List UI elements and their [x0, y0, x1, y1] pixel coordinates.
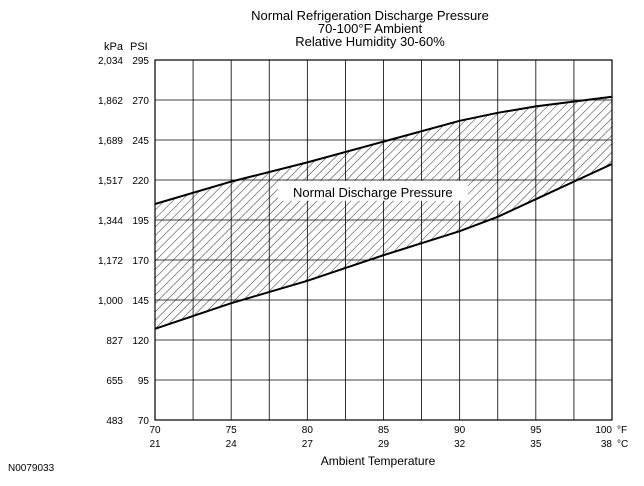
x-tick-label-c: 38: [601, 439, 613, 450]
band-label: Normal Discharge Pressure: [293, 185, 453, 200]
x-tick-label-c: 24: [226, 439, 238, 450]
y-tick-label-psi: 295: [132, 56, 149, 67]
figure-id: N0079033: [8, 463, 55, 474]
band-hatch-fill: [155, 96, 612, 329]
y-tick-label-kpa: 827: [106, 336, 123, 347]
y-tick-label-kpa: 2,034: [98, 56, 123, 67]
y-tick-label-kpa: 1,862: [98, 96, 123, 107]
y-tick-label-psi: 170: [132, 256, 149, 267]
y-tick-label-psi: 145: [132, 296, 149, 307]
x-tick-label-f: 95: [530, 425, 542, 436]
x-tick-label-c: 29: [378, 439, 390, 450]
y-tick-label-kpa: 1,172: [98, 256, 123, 267]
y-tick-label-kpa: 655: [106, 376, 123, 387]
x-tick-label-f: 75: [226, 425, 238, 436]
plot-frame: [154, 59, 613, 421]
chart-text: kPa PSI Normal Refrigeration Discharge Pre…: [8, 8, 489, 474]
x-unit-f: °F: [617, 425, 627, 436]
band-label-background: [277, 180, 468, 201]
x-tick-label-c: 21: [149, 439, 161, 450]
x-tick-label-c: 35: [530, 439, 542, 450]
y-tick-label-psi: 245: [132, 136, 149, 147]
x-tick-label-f: 85: [378, 425, 390, 436]
x-tick-label-c: 27: [302, 439, 314, 450]
x-tick-label-c: 32: [454, 439, 466, 450]
y-tick-label-kpa: 483: [106, 416, 123, 427]
x-tick-label-f: 90: [454, 425, 466, 436]
y-tick-label-kpa: 1,000: [98, 296, 123, 307]
y-tick-label-psi: 270: [132, 96, 149, 107]
plot-border: [154, 59, 613, 421]
y-tick-label-psi: 95: [138, 376, 150, 387]
tick-labels: 2,034 295 1,862 270 1,689 245 1,517 220 1,344 195…: [98, 56, 628, 450]
y-tick-label-kpa: 1,344: [98, 216, 123, 227]
chart-title-line: Normal Refrigeration Discharge Pressure: [251, 8, 489, 23]
y-tick-label-psi: 195: [132, 216, 149, 227]
lower-boundary-line: [154, 163, 613, 330]
upper-boundary-line: [154, 95, 613, 205]
y-unit-kpa: kPa: [104, 41, 124, 53]
x-tick-label-f: 100: [595, 425, 612, 436]
y-unit-psi: PSI: [130, 41, 148, 53]
y-tick-label-kpa: 1,689: [98, 136, 123, 147]
normal-pressure-band: [154, 95, 613, 330]
x-tick-label-f: 70: [149, 425, 161, 436]
chart-title-line: 70-100°F Ambient: [318, 21, 423, 36]
y-tick-label-psi: 220: [132, 176, 149, 187]
y-tick-label-psi: 70: [138, 416, 150, 427]
x-unit-c: °C: [617, 439, 628, 450]
x-tick-label-f: 80: [302, 425, 314, 436]
chart-title-line: Relative Humidity 30-60%: [295, 34, 445, 49]
y-tick-label-kpa: 1,517: [98, 176, 123, 187]
x-axis-label: Ambient Temperature: [321, 454, 436, 468]
y-tick-label-psi: 120: [132, 336, 149, 347]
